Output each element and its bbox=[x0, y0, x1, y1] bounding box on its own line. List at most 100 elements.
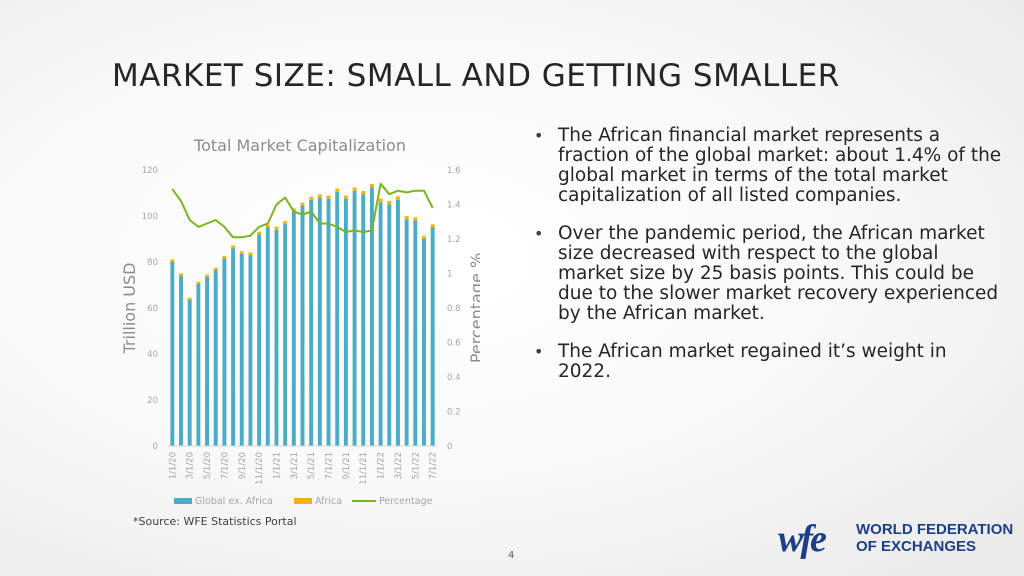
legend-swatch bbox=[174, 498, 192, 504]
bullet-text: The African market regained it’s weight … bbox=[558, 341, 947, 382]
bar-global-ex-africa bbox=[378, 202, 383, 446]
bullet-symbol: • bbox=[534, 342, 544, 361]
bar-africa bbox=[239, 251, 244, 254]
bar-global-ex-africa bbox=[395, 199, 400, 446]
bar-global-ex-africa bbox=[222, 258, 227, 446]
y2-tick-label: 0 bbox=[447, 442, 452, 452]
bar-africa bbox=[430, 224, 435, 228]
y2-tick-label: 1 bbox=[447, 270, 452, 280]
bar-global-ex-africa bbox=[343, 198, 348, 446]
x-tick-label: 3/1/21 bbox=[290, 452, 300, 479]
x-tick-label: 1/1/21 bbox=[273, 452, 283, 479]
bar-africa bbox=[335, 188, 340, 192]
x-tick-label: 3/1/22 bbox=[394, 452, 404, 479]
market-cap-chart: Total Market Capitalization Trillion USD… bbox=[120, 136, 480, 507]
x-tick-label: 5/1/21 bbox=[307, 452, 317, 479]
bar-global-ex-africa bbox=[309, 199, 314, 446]
x-tick-label: 1/1/22 bbox=[377, 452, 387, 479]
y-tick-label: 100 bbox=[142, 212, 158, 222]
bar-global-ex-africa bbox=[213, 270, 218, 446]
svg-text:wfe: wfe bbox=[778, 518, 827, 559]
bar-global-ex-africa bbox=[413, 220, 418, 446]
bar-africa bbox=[231, 245, 236, 249]
bar-global-ex-africa bbox=[422, 239, 426, 446]
bar-africa bbox=[213, 267, 218, 271]
bar-africa bbox=[205, 274, 210, 277]
bar-africa bbox=[170, 259, 175, 262]
chart-title: Total Market Capitalization bbox=[193, 136, 406, 155]
legend-label: Percentage bbox=[379, 496, 433, 507]
y2-tick-label: 1.6 bbox=[447, 166, 461, 176]
bar-africa bbox=[395, 196, 400, 200]
bar-global-ex-africa bbox=[179, 275, 183, 446]
bar-global-ex-africa bbox=[187, 299, 192, 446]
x-tick-label: 9/1/20 bbox=[238, 452, 248, 479]
legend-label: Global ex. Africa bbox=[195, 496, 273, 507]
y-tick-label: 120 bbox=[142, 166, 158, 176]
bar-africa bbox=[326, 195, 331, 199]
legend-label: Africa bbox=[315, 496, 342, 507]
bar-global-ex-africa bbox=[283, 224, 288, 446]
wfe-logo-line1: WORLD FEDERATION bbox=[856, 521, 1014, 538]
wfe-logo-mark: wfe bbox=[778, 518, 830, 559]
y-tick-label: 0 bbox=[153, 442, 158, 452]
x-tick-label: 1/1/20 bbox=[168, 452, 178, 479]
bullet-text: The African financial market represents … bbox=[558, 125, 1002, 206]
bar-global-ex-africa bbox=[170, 262, 175, 446]
x-tick-label: 7/1/21 bbox=[325, 452, 335, 479]
x-tick-label: 5/1/20 bbox=[203, 452, 213, 479]
bullet-symbol: • bbox=[534, 224, 544, 243]
y2-tick-label: 1.2 bbox=[447, 235, 461, 245]
x-tick-label: 9/1/21 bbox=[342, 452, 352, 479]
bar-africa bbox=[187, 297, 192, 300]
y-tick-label: 40 bbox=[147, 350, 158, 360]
bullet-item: • The African market regained it’s weigh… bbox=[534, 342, 1004, 382]
bar-global-ex-africa bbox=[231, 248, 236, 446]
bar-global-ex-africa bbox=[430, 227, 435, 446]
bullet-text: Over the pandemic period, the African ma… bbox=[558, 223, 999, 324]
x-tick-label: 11/1/21 bbox=[359, 452, 369, 485]
bar-africa bbox=[404, 216, 409, 220]
bar-global-ex-africa bbox=[387, 204, 392, 446]
bar-global-ex-africa bbox=[361, 194, 366, 446]
y-tick-label: 80 bbox=[147, 258, 158, 268]
legend-swatch bbox=[294, 498, 312, 504]
bar-africa bbox=[387, 200, 392, 205]
bar-africa bbox=[283, 221, 288, 225]
x-tick-label: 5/1/22 bbox=[411, 452, 421, 479]
bar-africa bbox=[309, 196, 314, 200]
bar-global-ex-africa bbox=[352, 190, 357, 446]
bar-global-ex-africa bbox=[248, 255, 253, 446]
wfe-logo: wfe WORLD FEDERATION OF EXCHANGES bbox=[776, 517, 1016, 559]
bar-global-ex-africa bbox=[300, 205, 305, 446]
y2-tick-label: 0.4 bbox=[447, 373, 461, 383]
y2-axis-label: Percentage % bbox=[467, 253, 480, 363]
bar-global-ex-africa bbox=[369, 187, 374, 446]
bar-global-ex-africa bbox=[257, 234, 262, 446]
bar-africa bbox=[413, 217, 418, 221]
percentage-line bbox=[171, 182, 434, 239]
y2-tick-label: 0.2 bbox=[447, 408, 461, 418]
bar-africa bbox=[265, 224, 270, 228]
bar-africa bbox=[274, 226, 279, 230]
bar-global-ex-africa bbox=[335, 191, 340, 446]
x-tick-label: 7/1/20 bbox=[220, 452, 230, 479]
bar-africa bbox=[179, 273, 183, 276]
bar-africa bbox=[222, 256, 227, 259]
bar-africa bbox=[257, 231, 262, 235]
bullet-symbol: • bbox=[534, 126, 544, 145]
bar-global-ex-africa bbox=[239, 253, 244, 446]
y-tick-label: 20 bbox=[147, 396, 158, 406]
bar-global-ex-africa bbox=[291, 211, 296, 446]
y2-tick-label: 0.6 bbox=[447, 339, 461, 349]
bar-africa bbox=[361, 191, 366, 195]
bar-global-ex-africa bbox=[404, 219, 409, 446]
bar-africa bbox=[352, 187, 357, 191]
bar-global-ex-africa bbox=[326, 198, 331, 446]
bullet-item: • The African financial market represent… bbox=[534, 126, 1004, 206]
bar-africa bbox=[369, 184, 374, 188]
wfe-logo-name: WORLD FEDERATION OF EXCHANGES bbox=[856, 521, 1013, 555]
bar-africa bbox=[422, 235, 426, 239]
bar-africa bbox=[248, 252, 253, 256]
bar-africa bbox=[196, 281, 201, 284]
